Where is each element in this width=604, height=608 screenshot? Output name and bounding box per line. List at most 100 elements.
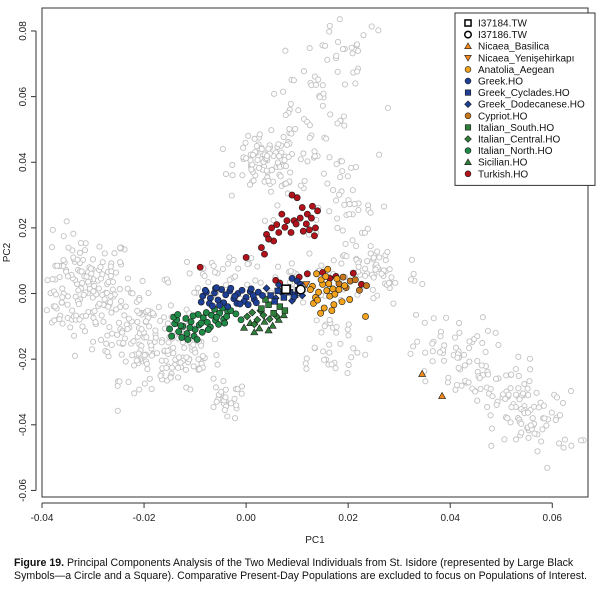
- background-sample-point: [287, 268, 294, 275]
- background-sample-point: [526, 355, 533, 362]
- background-sample-point: [368, 23, 375, 30]
- background-sample-point: [190, 363, 197, 370]
- background-sample-point: [100, 318, 107, 325]
- y-tick-label: 0.08: [18, 21, 29, 41]
- background-sample-point: [556, 440, 563, 447]
- background-sample-point: [362, 272, 369, 279]
- background-sample-point: [311, 148, 318, 155]
- background-sample-point: [69, 307, 76, 314]
- legend-label-greek-cyclades-ho: Greek_Cyclades.HO: [478, 88, 570, 99]
- background-sample-point: [182, 366, 189, 373]
- background-sample-point: [250, 177, 257, 184]
- background-sample-point: [97, 264, 104, 271]
- background-sample-point: [408, 276, 415, 283]
- background-sample-point: [340, 113, 347, 120]
- point-turkish-ho: [292, 220, 300, 228]
- background-sample-point: [177, 359, 184, 366]
- background-sample-point: [316, 94, 323, 101]
- background-sample-point: [124, 275, 132, 282]
- background-sample-point: [56, 274, 63, 281]
- background-sample-point: [198, 342, 205, 349]
- background-sample-point: [479, 339, 486, 347]
- background-sample-point: [130, 338, 137, 345]
- background-sample-point: [221, 406, 228, 414]
- background-sample-point: [138, 326, 145, 333]
- legend-label-greek-dodecanese-ho: Greek_Dodecanese.HO: [478, 100, 585, 111]
- background-sample-point: [88, 270, 95, 277]
- background-sample-point: [429, 348, 436, 355]
- point-greek-ho: [238, 286, 246, 294]
- background-sample-point: [43, 307, 50, 314]
- background-sample-point: [275, 141, 282, 148]
- background-sample-point: [60, 257, 67, 264]
- point-italian-south-ho: [258, 305, 265, 312]
- background-sample-point: [118, 351, 125, 358]
- background-sample-point: [321, 323, 328, 330]
- background-sample-point: [488, 425, 495, 432]
- background-sample-point: [295, 107, 302, 114]
- background-sample-point: [116, 286, 123, 293]
- x-tick-label: 0.00: [236, 513, 256, 524]
- background-sample-point: [99, 291, 106, 298]
- background-sample-point: [214, 361, 221, 368]
- background-sample-point: [130, 362, 138, 369]
- background-sample-point: [290, 77, 297, 84]
- background-sample-point: [410, 270, 417, 277]
- point-greek-cyclades-ho: [267, 292, 274, 299]
- background-sample-point: [429, 340, 436, 347]
- background-sample-point: [326, 208, 333, 215]
- background-sample-point: [354, 349, 361, 356]
- background-sample-point: [274, 263, 282, 270]
- point-greek-ho: [197, 298, 205, 306]
- legend-marker-turkish-ho: [464, 170, 472, 178]
- background-sample-point: [107, 292, 114, 300]
- background-sample-point: [390, 300, 397, 307]
- background-sample-point: [345, 361, 352, 369]
- background-sample-point: [281, 157, 288, 164]
- background-sample-point: [283, 141, 291, 148]
- background-sample-point: [243, 155, 250, 162]
- background-sample-point: [78, 268, 85, 275]
- background-sample-point: [175, 374, 182, 381]
- background-sample-point: [345, 321, 352, 328]
- background-sample-point: [384, 104, 391, 111]
- background-sample-point: [158, 339, 165, 346]
- background-sample-point: [195, 356, 202, 363]
- point-greek-ho: [231, 292, 239, 300]
- point-italian-north-ho: [193, 336, 201, 343]
- background-sample-point: [515, 353, 522, 360]
- background-sample-point: [355, 206, 362, 214]
- point-cypriot-ho: [355, 286, 363, 294]
- background-sample-point: [349, 237, 356, 244]
- point-italian-north-ho: [213, 313, 220, 321]
- background-sample-point: [282, 163, 290, 170]
- background-sample-point: [249, 161, 256, 168]
- background-sample-point: [303, 355, 310, 362]
- legend-box: [454, 12, 596, 186]
- background-sample-point: [81, 247, 89, 254]
- background-sample-point: [441, 342, 448, 349]
- legend-marker-italian-central-ho: [464, 135, 472, 143]
- background-sample-point: [336, 191, 343, 198]
- point-sicilian-ho: [279, 311, 288, 319]
- background-sample-point: [277, 173, 284, 180]
- point-anatolia-aegean: [335, 286, 343, 293]
- background-sample-point: [366, 335, 373, 342]
- point-italian-north-ho: [202, 309, 210, 316]
- background-sample-point: [124, 285, 131, 292]
- point-italian-north-ho: [182, 315, 190, 322]
- background-sample-point: [334, 224, 341, 232]
- background-sample-point: [370, 274, 377, 281]
- background-sample-point: [300, 299, 307, 306]
- background-sample-point: [239, 172, 246, 179]
- background-sample-point: [512, 391, 520, 398]
- point-turkish-ho: [261, 250, 268, 258]
- background-sample-point: [512, 436, 520, 443]
- point-italian-north-ho: [223, 313, 231, 320]
- background-sample-point: [242, 139, 249, 146]
- background-sample-point: [534, 448, 541, 455]
- legend-marker-i37186-tw: [463, 30, 473, 39]
- background-sample-point: [54, 262, 61, 269]
- point-cypriot-ho: [363, 282, 370, 290]
- point-greek-ho: [216, 301, 223, 309]
